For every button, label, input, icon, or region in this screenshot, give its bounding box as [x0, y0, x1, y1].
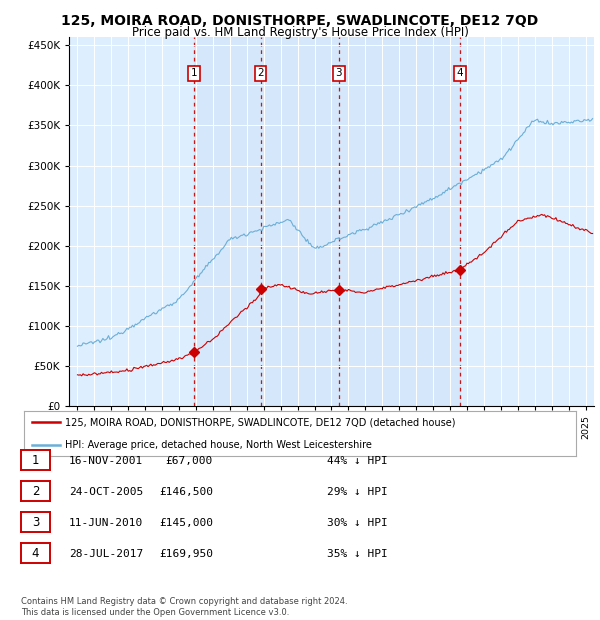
Text: 3: 3 [32, 516, 39, 528]
Text: 11-JUN-2010: 11-JUN-2010 [69, 518, 143, 528]
Text: 35% ↓ HPI: 35% ↓ HPI [327, 549, 388, 559]
Text: 2: 2 [32, 485, 39, 497]
Text: £169,950: £169,950 [159, 549, 213, 559]
Text: 4: 4 [32, 547, 39, 559]
Text: 125, MOIRA ROAD, DONISTHORPE, SWADLINCOTE, DE12 7QD: 125, MOIRA ROAD, DONISTHORPE, SWADLINCOT… [61, 14, 539, 28]
Text: 1: 1 [191, 68, 197, 78]
Text: £146,500: £146,500 [159, 487, 213, 497]
Text: 3: 3 [335, 68, 342, 78]
Text: 29% ↓ HPI: 29% ↓ HPI [327, 487, 388, 497]
Text: 30% ↓ HPI: 30% ↓ HPI [327, 518, 388, 528]
Bar [194, 37, 460, 406]
Text: 4: 4 [457, 68, 463, 78]
Text: £145,000: £145,000 [159, 518, 213, 528]
Text: 1: 1 [32, 454, 39, 466]
Text: 16-NOV-2001: 16-NOV-2001 [69, 456, 143, 466]
Text: 24-OCT-2005: 24-OCT-2005 [69, 487, 143, 497]
Text: 44% ↓ HPI: 44% ↓ HPI [327, 456, 388, 466]
Text: HPI: Average price, detached house, North West Leicestershire: HPI: Average price, detached house, Nort… [65, 440, 372, 450]
Text: Contains HM Land Registry data © Crown copyright and database right 2024.
This d: Contains HM Land Registry data © Crown c… [21, 598, 347, 617]
Text: £67,000: £67,000 [166, 456, 213, 466]
Text: 125, MOIRA ROAD, DONISTHORPE, SWADLINCOTE, DE12 7QD (detached house): 125, MOIRA ROAD, DONISTHORPE, SWADLINCOT… [65, 417, 456, 427]
Text: Price paid vs. HM Land Registry's House Price Index (HPI): Price paid vs. HM Land Registry's House … [131, 26, 469, 39]
Text: 28-JUL-2017: 28-JUL-2017 [69, 549, 143, 559]
Text: 2: 2 [257, 68, 264, 78]
